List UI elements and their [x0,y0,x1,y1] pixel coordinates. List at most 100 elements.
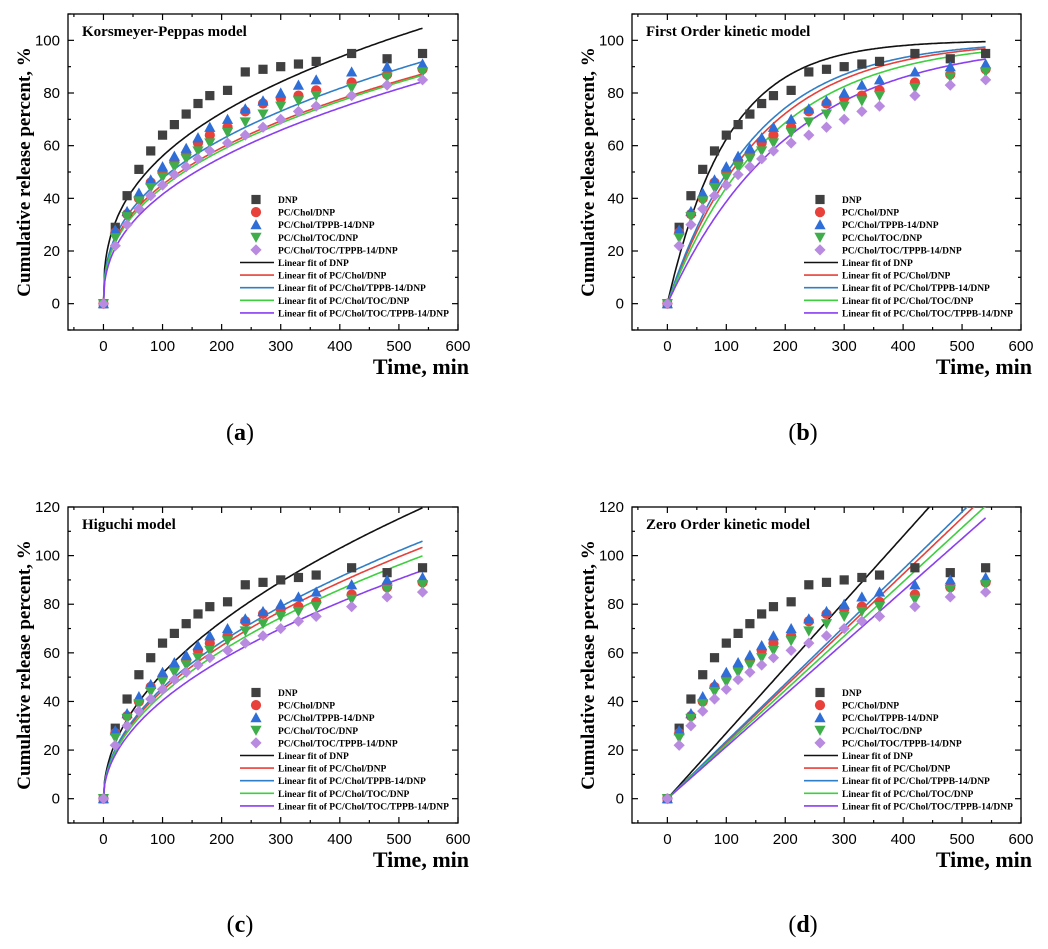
data-point-series-1 [222,85,233,95]
data-point-series-5 [180,666,192,678]
data-point-series-5 [180,161,192,173]
data-point-series-1 [757,609,767,619]
legend-label: Linear fit of PC/Chol/TOC/TPPB-14/DNP [842,802,1013,812]
legend-label: Linear fit of PC/Chol/DNP [842,765,950,775]
data-point-series-3 [221,113,234,124]
data-point-series-3 [856,591,868,602]
y-tick-label: 80 [607,85,624,102]
data-point-series-4 [221,636,234,647]
data-point-series-5 [346,90,358,102]
data-point-series-3 [673,224,685,235]
data-point-series-4 [346,83,358,94]
data-point-series-4 [708,687,721,698]
data-point-series-3 [133,187,145,198]
data-point-series-1 [240,67,250,77]
data-point-series-4 [673,233,685,244]
data-point-series-5 [416,586,429,598]
legend-label: PC/Chol/TOC/DNP [278,727,358,737]
data-point-series-4 [820,619,833,630]
y-tick-label: 80 [43,596,60,613]
data-point-series-5 [192,153,204,165]
data-point-series-1 [857,59,867,69]
data-point-series-4 [856,96,868,107]
data-point-series-5 [292,615,305,627]
data-point-series-4 [156,677,169,688]
legend-label: Linear fit of PC/Chol/DNP [842,272,950,282]
data-point-series-3 [221,622,234,634]
data-point-series-1 [169,120,179,130]
data-point-series-3 [416,58,429,69]
legend-label: PC/Chol/DNP [278,702,335,712]
data-point-series-5 [697,203,709,215]
y-axis-label: Cumulative release percent, % [578,540,599,789]
data-point-series-3 [346,579,358,590]
data-point-series-4 [346,594,358,605]
data-point-series-3 [873,74,886,85]
data-point-series-3 [838,598,850,609]
data-point-series-1 [146,146,156,156]
legend-marker [814,207,826,218]
data-point-series-1 [709,146,720,156]
data-point-series-4 [121,212,133,223]
data-point-series-1 [804,67,814,77]
legend-label: PC/Chol/DNP [842,702,899,712]
data-point-series-1 [981,563,991,573]
data-point-series-5 [156,683,169,695]
y-tick-label: 80 [607,596,624,613]
data-point-series-3 [257,95,269,106]
x-tick-label: 600 [1008,338,1033,355]
data-point-series-3 [756,639,768,651]
data-point-series-4 [310,91,322,102]
data-point-series-3 [204,630,216,641]
data-point-series-3 [944,574,956,585]
data-point-series-4 [239,117,251,128]
data-point-series-5 [133,705,145,717]
y-tick-label: 100 [599,548,624,565]
data-point-series-3 [732,150,744,161]
x-axis-label: Time, min [373,847,469,872]
data-point-series-5 [756,659,768,671]
data-point-series-5 [257,630,269,642]
data-point-series-3 [381,61,393,72]
data-point-series-3 [708,678,721,690]
x-tick-label: 600 [445,338,470,355]
data-point-series-5 [708,190,721,202]
data-point-series-1 [709,653,720,663]
legend-label: Linear fit of PC/Chol/TOC/TPPB-14/DNP [278,802,449,812]
data-point-series-5 [156,179,169,191]
x-tick-label: 0 [99,831,107,848]
data-point-series-3 [767,121,780,132]
legend-marker [814,712,826,723]
legend-marker [250,207,262,218]
chart-title: Zero Order kinetic model [646,517,810,533]
data-point-series-3 [239,613,251,624]
data-point-series-1 [258,64,268,74]
legend-label: Linear fit of PC/Chol/TOC/TPPB-14/DNP [842,309,1013,319]
data-point-series-5 [381,591,393,603]
fit-line-2 [666,507,975,800]
data-point-series-5 [121,219,133,231]
data-point-series-1 [205,91,215,101]
legend-marker [815,687,825,698]
data-point-series-3 [275,598,287,609]
data-point-series-5 [221,644,234,657]
data-point-series-5 [292,105,305,118]
data-point-series-3 [720,161,732,172]
x-tick-label: 400 [891,831,916,848]
data-point-series-4 [257,109,269,120]
data-point-series-4 [685,212,697,223]
legend-label: DNP [278,196,298,206]
data-point-series-3 [980,58,992,69]
legend-label: Linear fit of PC/Chol/TOC/TPPB-14/DNP [278,309,449,319]
x-tick-label: 300 [268,831,293,848]
legend-marker [251,194,261,205]
data-point-series-1 [839,62,849,72]
legend-label: Linear fit of PC/Chol/TPPB-14/DNP [842,777,990,787]
data-point-series-5 [310,610,322,622]
chart-title: First Order kinetic model [646,24,810,40]
panel-caption: (c) [227,912,254,938]
y-tick-label: 60 [607,645,624,662]
data-point-series-3 [785,622,797,634]
chart-panel-d: 0 100 200 300 400 500 600 0 20 40 60 80 100 120 Zero O… [578,499,1034,938]
x-tick-label: 0 [99,338,107,355]
